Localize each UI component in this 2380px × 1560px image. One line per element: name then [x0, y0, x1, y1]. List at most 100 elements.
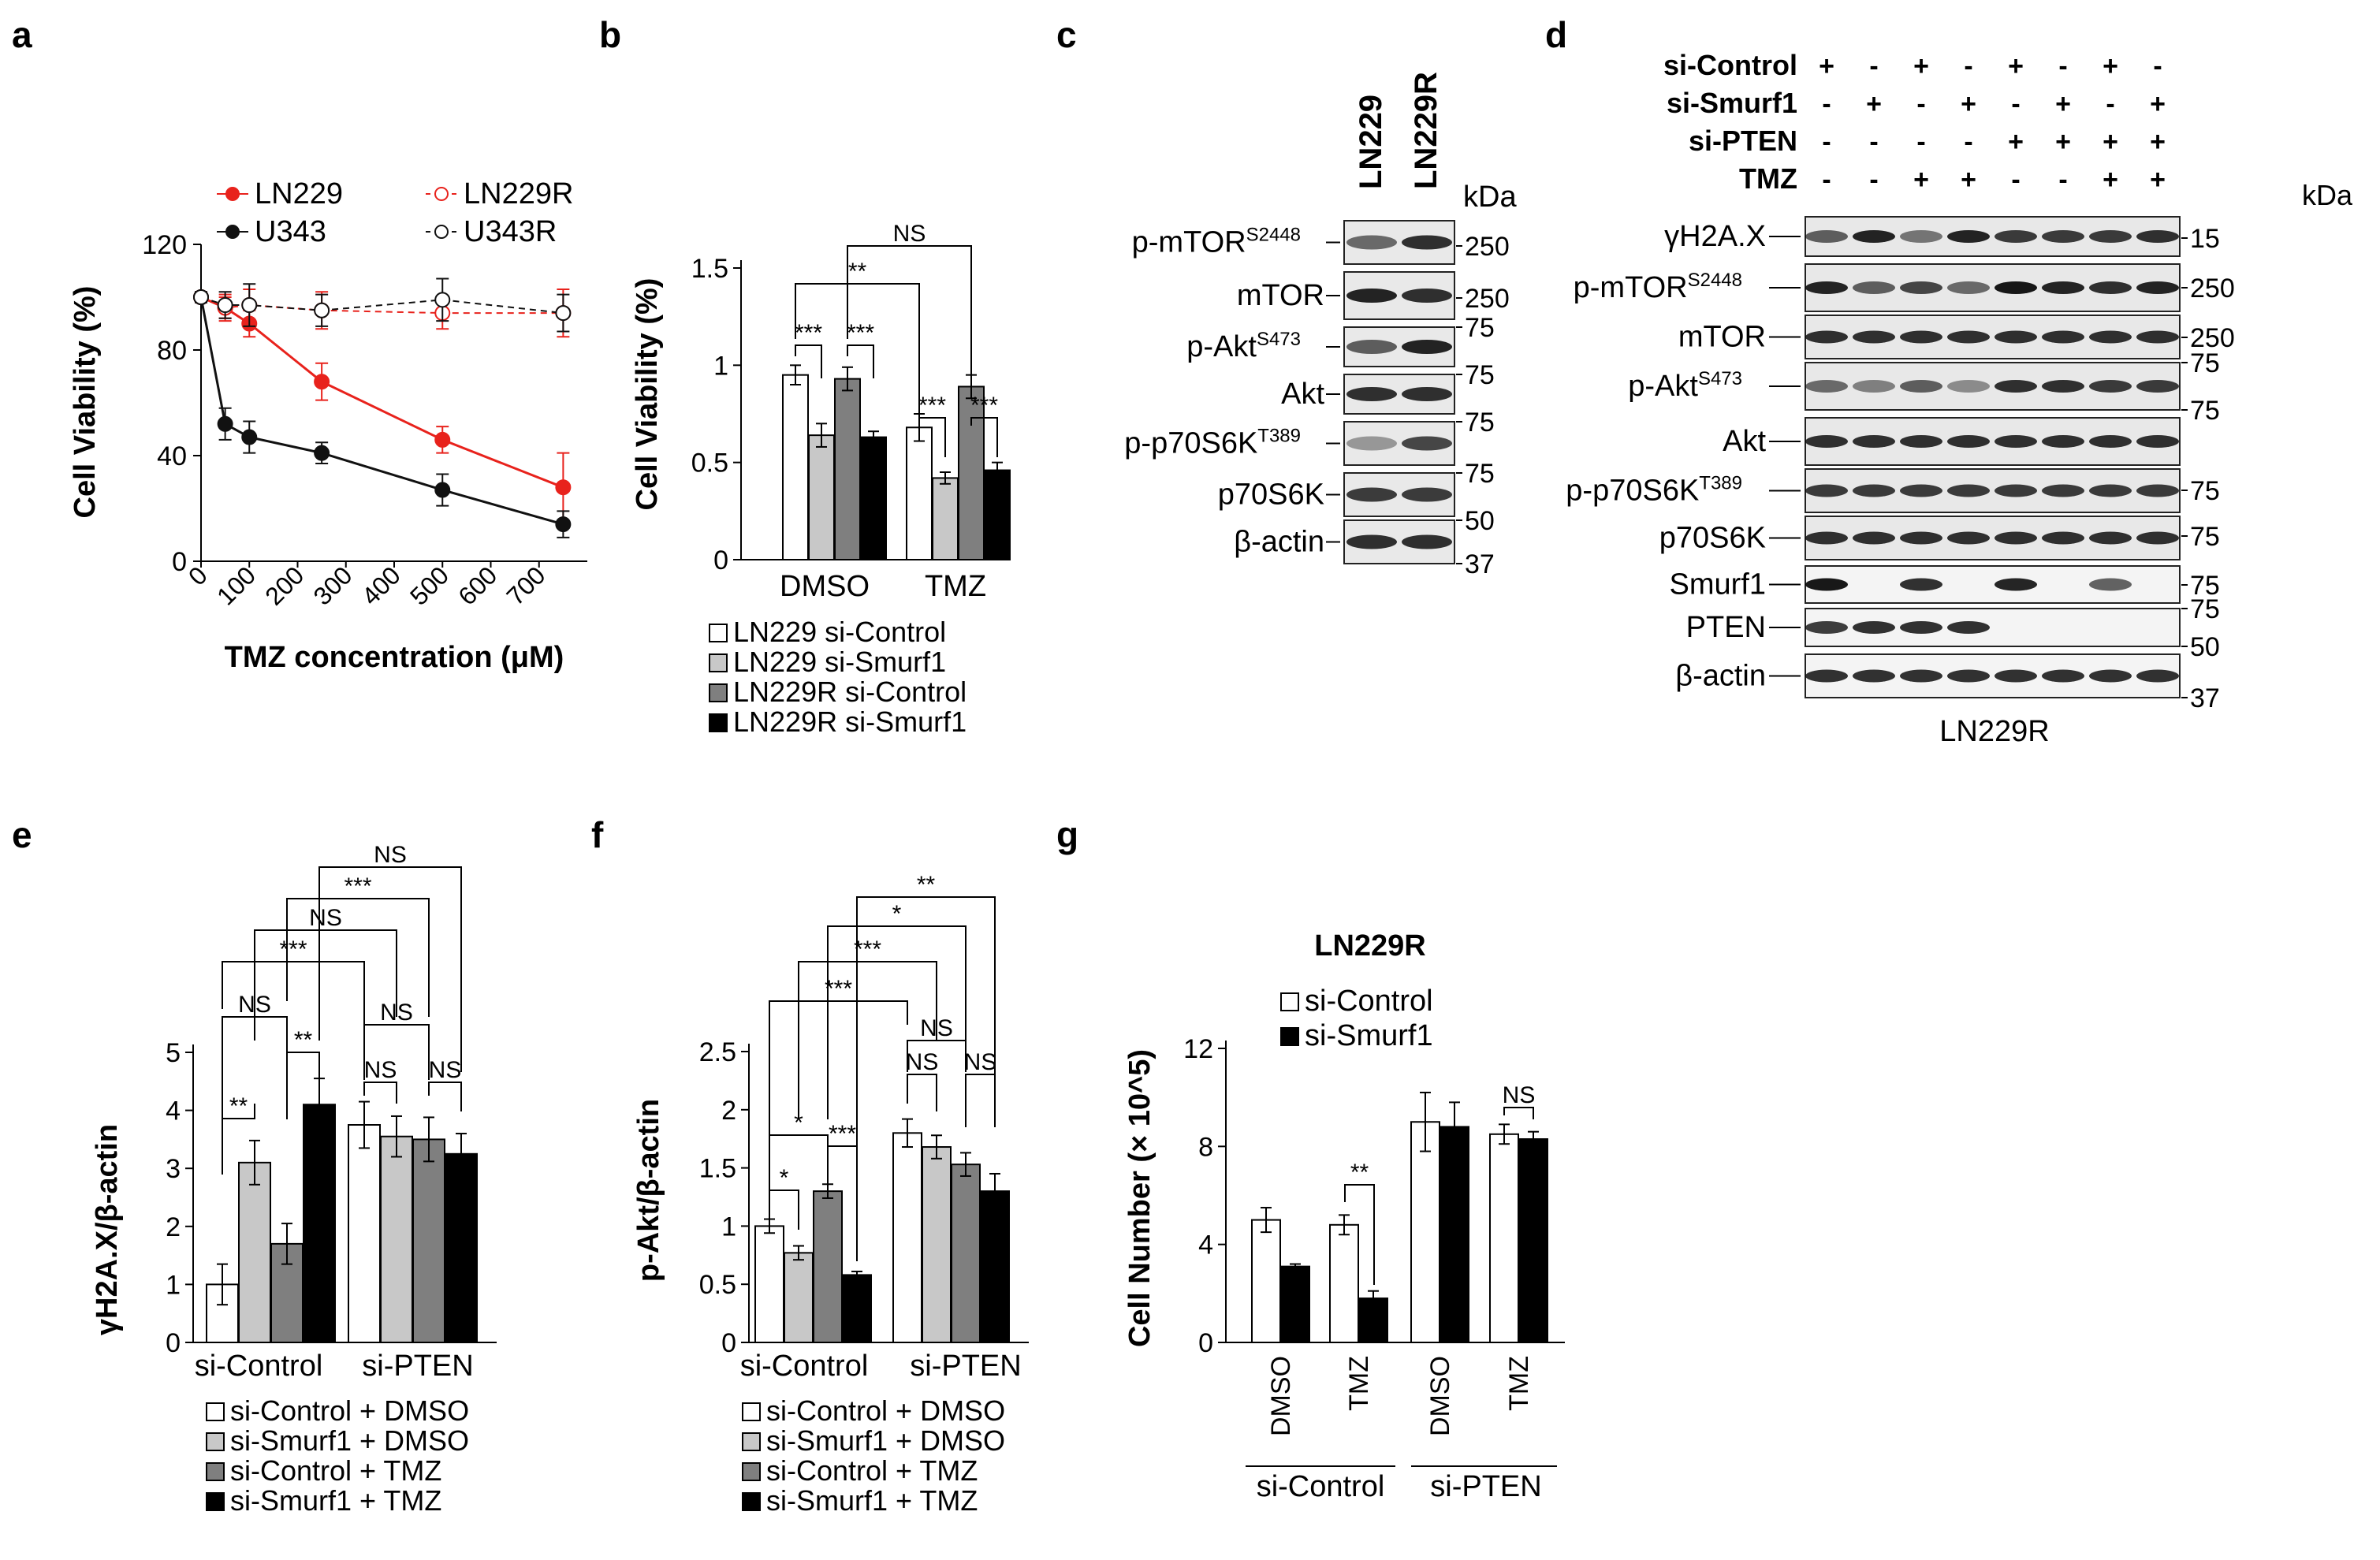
band [2136, 230, 2179, 243]
panel-e-sig-9-line [286, 898, 430, 1017]
condition-label-si-Smurf1: si-Smurf1 [1667, 87, 1797, 119]
panel-f-y-label: p-Akt/β-actin [632, 1099, 665, 1282]
panel-c-kda-label: kDa [1463, 181, 1517, 214]
band [1402, 235, 1452, 250]
band [1346, 534, 1397, 549]
band [1947, 621, 1990, 634]
bar [808, 434, 835, 561]
band [1995, 330, 2037, 344]
panel-b-sig-4-line [970, 417, 998, 457]
band [1805, 435, 1848, 448]
band [1900, 281, 1942, 294]
panel-b-y-tick-label: 1.5 [691, 254, 728, 284]
panel-e-sig-4-label: NS [364, 1057, 397, 1083]
panel-a-x-tick-label: 0 [183, 560, 213, 590]
panel-f-sig-4-line [907, 1074, 937, 1111]
panel-f-sig-4-label: NS [906, 1049, 939, 1075]
panel-b-sig-2: *** [847, 320, 874, 378]
bar-si-Smurf1 + DMSO-si-PTEN [380, 1115, 413, 1343]
data-point [314, 374, 330, 390]
panel-e-legend-label: si-Smurf1 + TMZ [230, 1484, 441, 1517]
panel-g-legend-swatch [1280, 1027, 1299, 1046]
panel-e-y-tick-label: 3 [166, 1154, 181, 1184]
panel-d-cell-line: LN229R [1939, 715, 2049, 748]
panel-e-sig-10-label: NS [374, 842, 407, 868]
panel-a-legend-marker [434, 225, 449, 239]
bar [1251, 1219, 1281, 1344]
panel-e-legend-swatch [206, 1492, 225, 1511]
panel-letter-c: c [1056, 14, 1077, 55]
panel-d-marker-label: 75 [2190, 522, 2220, 552]
data-point [193, 289, 209, 305]
panel-g-y-label: Cell Number (× 10^5) [1123, 1049, 1156, 1347]
band [1853, 531, 1895, 545]
bar [380, 1135, 413, 1343]
bar-si-Control + DMSO-si-PTEN [892, 1118, 922, 1343]
panel-f-sig-1: * [769, 1165, 799, 1230]
bar [922, 1146, 952, 1343]
band [1900, 578, 1942, 591]
band [1900, 484, 1942, 497]
panel-f-y-tick-label: 1.5 [699, 1154, 736, 1184]
data-point [314, 445, 330, 461]
condition-sign: - [1916, 127, 1925, 157]
bar [932, 477, 959, 561]
panel-c-lane-label: LN229 [1354, 95, 1388, 189]
band [1995, 531, 2037, 545]
panel-g-sig-2-line [1503, 1107, 1534, 1119]
band [2089, 669, 2132, 683]
panel-b-sig-5-line [795, 283, 920, 434]
bar-si-Control + DMSO-si-Control [754, 1218, 784, 1344]
condition-sign: - [1869, 127, 1878, 157]
bar-LN229R si-Control-DMSO [834, 366, 861, 560]
band [2089, 531, 2132, 545]
data-point [217, 297, 233, 314]
band [1947, 380, 1990, 393]
data-point [241, 297, 258, 314]
panel-d-marker-label: 15 [2190, 224, 2220, 254]
blot-p-Akt: p-AktS473 [1186, 326, 1455, 367]
band-label-p-p70S6K: p-p70S6KT389 [1124, 426, 1301, 460]
panel-a-y-label: Cell Viability (%) [69, 286, 102, 519]
band-label-PTEN: PTEN [1686, 611, 1766, 644]
bar [1489, 1133, 1519, 1343]
panel-f-sig-8-label: *** [854, 936, 881, 962]
condition-label-si-PTEN: si-PTEN [1689, 125, 1797, 157]
panel-c-marker-label: 37 [1465, 549, 1495, 579]
panel-f-sig-7-label: *** [825, 976, 852, 1002]
panel-g-y-tick-label: 4 [1198, 1231, 1213, 1260]
band [2136, 484, 2179, 497]
bar [1518, 1138, 1548, 1343]
band [1346, 387, 1397, 401]
panel-e-sig-4: NS [363, 1057, 397, 1104]
band [2089, 230, 2132, 243]
band [2089, 380, 2132, 393]
bar [238, 1161, 271, 1343]
band [1995, 669, 2037, 683]
data-point [314, 302, 330, 318]
condition-label-TMZ: TMZ [1739, 162, 1797, 195]
data-point [555, 516, 572, 533]
blot-p70S6K: p70S6K [1659, 516, 2181, 560]
band [1402, 487, 1452, 502]
condition-sign: - [2058, 51, 2067, 81]
bar-LN229R si-Smurf1-DMSO [860, 430, 887, 560]
panel-g-sig-1-line [1344, 1184, 1375, 1285]
panel-a-x-label: TMZ concentration (μM) [225, 641, 564, 674]
bar [303, 1104, 336, 1343]
bar [860, 436, 887, 560]
bar-LN229 si-Control-DMSO [782, 364, 809, 560]
band [1805, 669, 1848, 683]
bar [980, 1190, 1010, 1343]
panel-e-sig-10-line [318, 866, 462, 1072]
band [1947, 281, 1990, 294]
panel-g-sig-1: ** [1344, 1160, 1375, 1285]
panel-e-legend-label: si-Smurf1 + DMSO [230, 1424, 469, 1457]
panel-a-y-tick-label: 40 [157, 441, 187, 471]
band-label-mTOR: mTOR [1678, 321, 1766, 354]
bar-si-Smurf1 + DMSO-si-PTEN [922, 1134, 952, 1343]
panel-c-marker-label: 50 [1465, 506, 1495, 536]
panel-b-legend-label: LN229 si-Smurf1 [733, 646, 946, 678]
panel-g-sig-1-label: ** [1350, 1160, 1369, 1186]
panel-f-y-tick-label: 1 [721, 1212, 736, 1242]
